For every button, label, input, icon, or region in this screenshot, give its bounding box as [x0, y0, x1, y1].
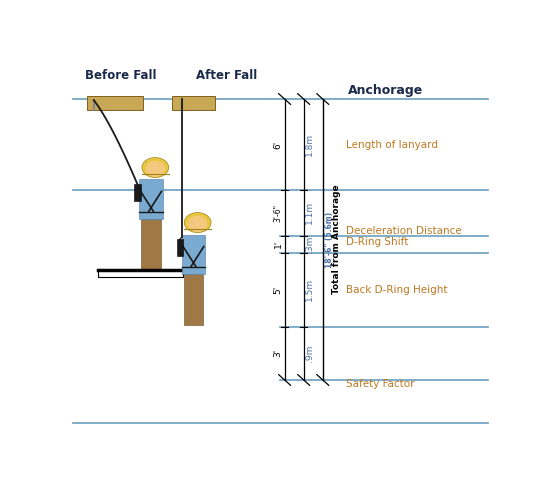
Ellipse shape — [146, 161, 165, 177]
Bar — [182, 235, 205, 275]
Bar — [98, 270, 183, 277]
Bar — [184, 275, 203, 325]
Text: Anchorage: Anchorage — [348, 84, 423, 97]
Bar — [172, 96, 214, 109]
Text: Before Fall: Before Fall — [85, 69, 157, 82]
Bar — [135, 184, 141, 202]
Text: 1.8m: 1.8m — [305, 133, 315, 156]
Ellipse shape — [184, 212, 211, 233]
Text: 18'-6" (5.6m): 18'-6" (5.6m) — [325, 211, 334, 268]
Text: 6': 6' — [274, 141, 282, 149]
Text: Length of lanyard: Length of lanyard — [346, 140, 438, 149]
Text: .9m: .9m — [305, 345, 315, 362]
Text: After Fall: After Fall — [196, 69, 257, 82]
Bar — [139, 179, 162, 219]
Text: 1.1m: 1.1m — [305, 201, 315, 224]
Bar — [141, 219, 161, 270]
Text: 1.5m: 1.5m — [305, 278, 315, 301]
Text: 3'-6": 3'-6" — [274, 204, 282, 222]
Ellipse shape — [142, 158, 168, 177]
Text: .3m: .3m — [305, 236, 315, 253]
Text: 5': 5' — [274, 285, 282, 294]
Text: Back D-Ring Height: Back D-Ring Height — [346, 285, 447, 295]
Text: 1': 1' — [274, 240, 282, 248]
Text: Total from Anchorage: Total from Anchorage — [332, 185, 341, 294]
Text: Safety Factor: Safety Factor — [346, 380, 415, 389]
Text: D-Ring Shift: D-Ring Shift — [346, 237, 409, 247]
Ellipse shape — [188, 216, 207, 232]
Text: 3': 3' — [274, 349, 282, 357]
Bar — [88, 96, 143, 109]
Text: Deceleration Distance: Deceleration Distance — [346, 226, 462, 236]
Bar — [177, 240, 183, 256]
